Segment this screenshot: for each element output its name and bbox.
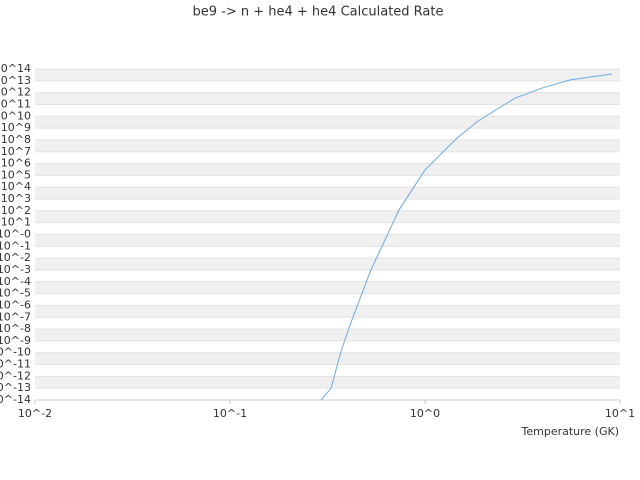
grid-band	[35, 376, 620, 389]
y-tick-label: 10^-8	[0, 322, 31, 335]
grid-band	[35, 281, 620, 294]
grid-band	[35, 258, 620, 270]
y-tick-label: 10^7	[1, 145, 31, 158]
x-tick-label: 10^-1	[213, 407, 247, 420]
y-tick-label: 10^9	[1, 121, 31, 134]
grid-band	[35, 329, 620, 341]
y-tick-label: 10^-3	[0, 263, 31, 276]
grid-band	[35, 352, 620, 365]
y-tick-label: 10^-6	[0, 298, 31, 311]
y-tick-label: 10^-0	[0, 228, 31, 241]
y-tick-label: 10^5	[1, 168, 31, 181]
y-tick-label: 10^-10	[0, 346, 31, 359]
x-tick-label: 10^1	[605, 407, 635, 420]
y-tick-label: 10^4	[1, 180, 31, 193]
x-axis-label: Temperature (GK)	[521, 425, 620, 438]
y-tick-label: 10^-11	[0, 358, 31, 371]
grid-band	[35, 69, 620, 81]
y-tick-label: 10^3	[1, 192, 31, 205]
y-tick-label: 10^11	[0, 97, 31, 110]
grid-band	[35, 116, 620, 129]
y-tick-label: 10^6	[1, 157, 31, 170]
y-tick-label: 10^-9	[0, 334, 31, 347]
grid-band	[35, 139, 620, 152]
y-tick-label: 10^13	[0, 74, 31, 87]
data-line	[320, 73, 613, 400]
y-tick-label: 10^-7	[0, 310, 31, 323]
y-tick-label: 10^-5	[0, 287, 31, 300]
grid-band	[35, 305, 620, 318]
y-tick-label: 10^1	[1, 216, 31, 229]
y-tick-label: 10^12	[0, 86, 31, 99]
y-tick-label: 10^8	[1, 133, 31, 146]
x-tick-label: 10^0	[410, 407, 440, 420]
grid-band	[35, 92, 620, 105]
y-tick-label: 10^-12	[0, 369, 31, 382]
grid-band	[35, 210, 620, 223]
y-tick-label: 10^-2	[0, 251, 31, 264]
y-tick-label: 10^-1	[0, 239, 31, 252]
x-tick-label: 10^-2	[18, 407, 52, 420]
chart-title: be9 -> n + he4 + he4 Calculated Rate	[193, 5, 444, 20]
grid-band	[35, 163, 620, 176]
y-tick-label: 10^2	[1, 204, 31, 217]
y-tick-label: 10^14	[0, 62, 31, 75]
y-tick-label: 10^10	[0, 109, 31, 122]
y-tick-label: 10^-13	[0, 381, 31, 394]
y-tick-label: 10^-4	[0, 275, 31, 288]
grid-band	[35, 234, 620, 247]
grid-band	[35, 187, 620, 200]
y-tick-label: 10^-14	[0, 393, 31, 406]
